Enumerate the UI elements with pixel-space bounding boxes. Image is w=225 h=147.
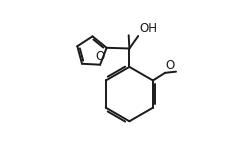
Text: O: O bbox=[95, 50, 105, 63]
Text: O: O bbox=[166, 59, 175, 72]
Text: OH: OH bbox=[139, 22, 157, 35]
